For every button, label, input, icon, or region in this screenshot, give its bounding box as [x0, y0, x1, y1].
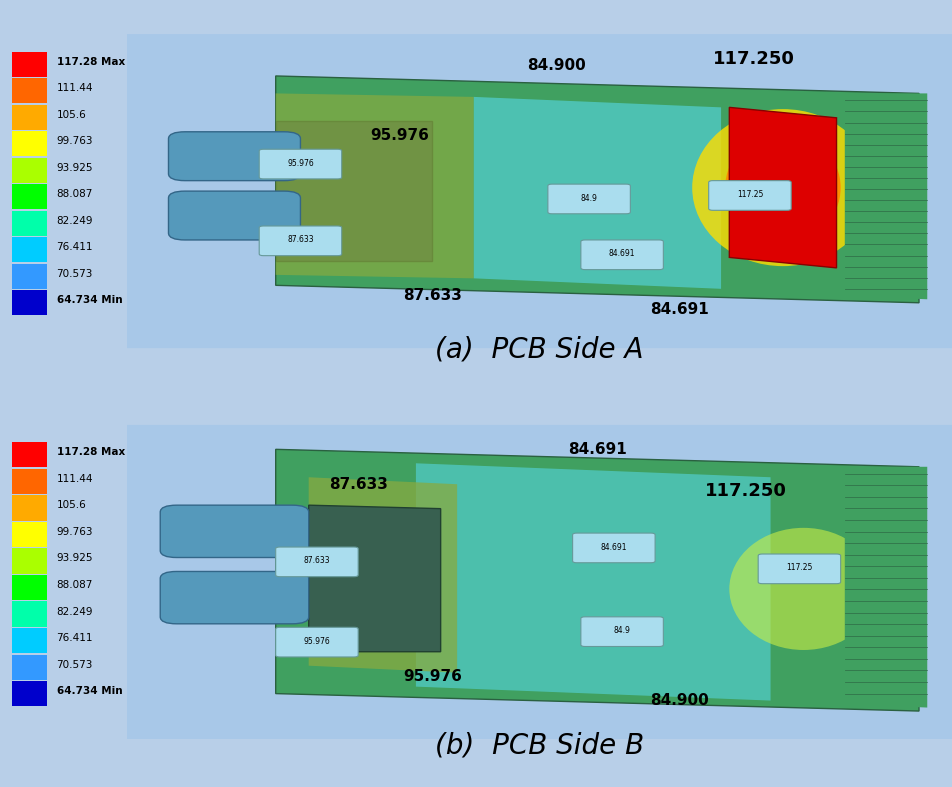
Text: 95.976: 95.976: [370, 127, 428, 142]
Text: 117.250: 117.250: [713, 50, 795, 68]
Text: 111.44: 111.44: [56, 83, 93, 93]
FancyBboxPatch shape: [169, 131, 301, 181]
Polygon shape: [729, 107, 837, 268]
FancyBboxPatch shape: [11, 51, 48, 76]
FancyBboxPatch shape: [11, 522, 48, 547]
Text: 117.25: 117.25: [737, 190, 764, 199]
FancyBboxPatch shape: [11, 78, 48, 103]
FancyBboxPatch shape: [11, 655, 48, 680]
Text: 117.28 Max: 117.28 Max: [56, 57, 125, 67]
Text: 84.691: 84.691: [650, 302, 709, 317]
Text: 84.9: 84.9: [614, 626, 630, 635]
Ellipse shape: [729, 528, 878, 650]
Ellipse shape: [725, 131, 841, 243]
Polygon shape: [276, 76, 919, 303]
Text: 117.25: 117.25: [786, 563, 813, 572]
Text: 64.734 Min: 64.734 Min: [56, 295, 122, 305]
Text: 70.573: 70.573: [56, 660, 93, 670]
Text: 84.9: 84.9: [581, 194, 598, 202]
FancyBboxPatch shape: [259, 226, 342, 256]
FancyBboxPatch shape: [11, 131, 48, 156]
Text: 64.734 Min: 64.734 Min: [56, 686, 122, 696]
Polygon shape: [276, 449, 919, 711]
Polygon shape: [844, 467, 927, 708]
FancyBboxPatch shape: [11, 549, 48, 574]
FancyBboxPatch shape: [11, 601, 48, 626]
Text: 99.763: 99.763: [56, 527, 93, 537]
Text: 99.763: 99.763: [56, 136, 93, 146]
FancyBboxPatch shape: [11, 237, 48, 262]
FancyBboxPatch shape: [11, 290, 48, 316]
FancyBboxPatch shape: [276, 547, 358, 577]
Text: (b)  PCB Side B: (b) PCB Side B: [435, 731, 645, 759]
FancyBboxPatch shape: [160, 505, 308, 557]
Text: 87.633: 87.633: [304, 556, 330, 566]
Text: 84.691: 84.691: [601, 542, 627, 552]
FancyBboxPatch shape: [708, 181, 791, 210]
FancyBboxPatch shape: [11, 442, 48, 467]
FancyBboxPatch shape: [119, 425, 952, 739]
FancyBboxPatch shape: [160, 571, 308, 624]
Polygon shape: [474, 97, 721, 289]
FancyBboxPatch shape: [572, 533, 655, 563]
FancyBboxPatch shape: [11, 157, 48, 183]
Text: 95.976: 95.976: [288, 159, 314, 168]
Polygon shape: [276, 121, 432, 261]
FancyBboxPatch shape: [11, 211, 48, 236]
Text: 82.249: 82.249: [56, 216, 93, 226]
Text: 87.633: 87.633: [288, 235, 314, 245]
FancyBboxPatch shape: [11, 575, 48, 600]
Text: (a)  PCB Side A: (a) PCB Side A: [435, 336, 644, 364]
Text: 117.28 Max: 117.28 Max: [56, 447, 125, 457]
Text: 84.900: 84.900: [526, 58, 585, 73]
Polygon shape: [844, 94, 927, 299]
Text: 111.44: 111.44: [56, 474, 93, 484]
Text: 88.087: 88.087: [56, 580, 93, 590]
Polygon shape: [308, 477, 457, 673]
FancyBboxPatch shape: [581, 240, 664, 270]
Text: 88.087: 88.087: [56, 189, 93, 199]
FancyBboxPatch shape: [11, 184, 48, 209]
Text: 84.691: 84.691: [609, 249, 635, 258]
FancyBboxPatch shape: [276, 627, 358, 657]
Text: 87.633: 87.633: [328, 477, 387, 492]
Polygon shape: [276, 94, 474, 279]
Text: 105.6: 105.6: [56, 109, 87, 120]
FancyBboxPatch shape: [547, 184, 630, 214]
FancyBboxPatch shape: [581, 617, 664, 646]
Text: 76.411: 76.411: [56, 242, 93, 252]
Text: 95.976: 95.976: [304, 637, 330, 646]
Polygon shape: [308, 505, 441, 652]
FancyBboxPatch shape: [119, 34, 952, 348]
Text: 84.900: 84.900: [650, 693, 709, 708]
FancyBboxPatch shape: [259, 150, 342, 179]
FancyBboxPatch shape: [11, 681, 48, 706]
Polygon shape: [416, 464, 770, 700]
Text: 76.411: 76.411: [56, 633, 93, 643]
FancyBboxPatch shape: [758, 554, 841, 584]
FancyBboxPatch shape: [11, 628, 48, 653]
Text: 93.925: 93.925: [56, 553, 93, 563]
Text: 70.573: 70.573: [56, 268, 93, 279]
Text: 105.6: 105.6: [56, 501, 87, 511]
FancyBboxPatch shape: [11, 469, 48, 494]
FancyBboxPatch shape: [11, 264, 48, 289]
Ellipse shape: [692, 109, 874, 266]
Text: 84.691: 84.691: [568, 442, 626, 456]
FancyBboxPatch shape: [169, 191, 301, 240]
Text: 117.250: 117.250: [704, 482, 786, 501]
Text: 93.925: 93.925: [56, 163, 93, 172]
Text: 82.249: 82.249: [56, 607, 93, 616]
Text: 95.976: 95.976: [403, 669, 462, 684]
FancyBboxPatch shape: [11, 105, 48, 130]
FancyBboxPatch shape: [11, 495, 48, 520]
Text: 87.633: 87.633: [403, 288, 462, 303]
